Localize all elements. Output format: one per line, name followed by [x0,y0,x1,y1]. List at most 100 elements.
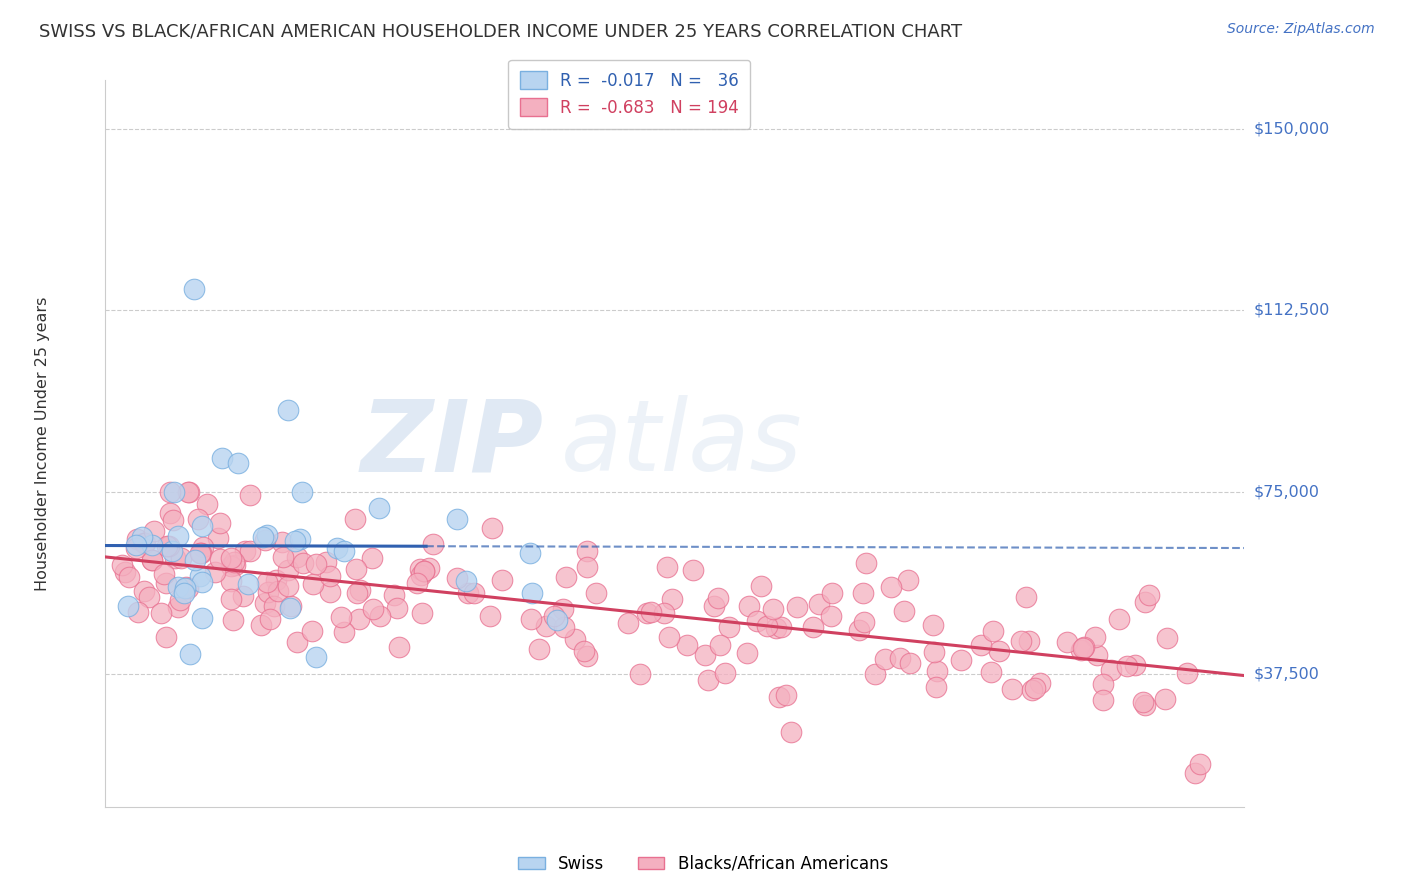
Point [141,552,163,566]
Point [406,576,429,591]
Point [925,664,948,678]
Point [159,485,181,500]
Point [277,402,299,417]
Point [179,647,201,661]
Point [208,552,231,566]
Point [852,615,875,629]
Text: Householder Income Under 25 years: Householder Income Under 25 years [35,296,51,591]
Point [288,532,311,546]
Point [271,550,294,565]
Point [749,579,772,593]
Point [1024,681,1046,695]
Text: atlas: atlas [561,395,803,492]
Point [576,560,599,574]
Point [226,456,249,470]
Point [658,630,681,644]
Point [709,638,731,652]
Point [221,558,243,573]
Point [332,625,354,640]
Point [575,544,598,558]
Point [131,530,153,544]
Point [1133,595,1156,609]
Point [211,451,233,466]
Point [271,535,294,549]
Point [125,532,148,546]
Point [1116,659,1139,673]
Point [1021,682,1043,697]
Point [768,690,790,704]
Point [980,665,1002,679]
Point [786,600,808,615]
Point [1184,766,1206,780]
Point [1010,633,1032,648]
Point [1154,692,1177,706]
Point [572,644,595,658]
Point [446,512,468,526]
Point [693,648,716,663]
Point [863,667,886,681]
Point [143,524,166,538]
Point [585,586,607,600]
Point [280,599,302,613]
Point [156,540,179,554]
Point [747,615,769,629]
Point [703,599,725,613]
Point [1056,635,1078,649]
Point [536,619,558,633]
Point [409,561,432,575]
Point [898,657,921,671]
Point [239,544,262,558]
Point [174,582,197,596]
Point [278,601,301,615]
Point [177,485,200,500]
Point [1084,630,1107,644]
Point [193,540,215,554]
Point [1123,657,1146,672]
Point [232,589,254,603]
Point [1108,612,1130,626]
Point [981,624,1004,639]
Point [191,519,214,533]
Point [1156,631,1178,645]
Point [263,599,285,614]
Point [576,648,599,663]
Point [553,620,575,634]
Point [564,632,586,646]
Point [277,564,299,578]
Point [224,558,246,573]
Point [256,527,278,541]
Point [522,585,544,599]
Point [922,618,945,632]
Text: $37,500: $37,500 [1253,666,1319,681]
Point [454,574,477,588]
Point [855,556,877,570]
Point [252,530,274,544]
Point [519,546,541,560]
Point [195,497,218,511]
Point [150,606,173,620]
Point [187,512,209,526]
Point [755,618,778,632]
Point [987,643,1010,657]
Point [183,282,205,296]
Point [707,591,730,606]
Point [737,646,759,660]
Point [950,653,973,667]
Point [762,601,785,615]
Point [163,551,186,566]
Point [925,681,948,695]
Point [1071,641,1094,656]
Point [238,577,260,591]
Text: ZIP: ZIP [361,395,544,492]
Point [463,586,485,600]
Point [1092,677,1115,691]
Point [138,590,160,604]
Point [285,550,308,565]
Point [446,572,468,586]
Point [775,688,797,702]
Point [326,541,349,556]
Point [155,630,177,644]
Point [652,607,675,621]
Point [1092,692,1115,706]
Point [1189,756,1212,771]
